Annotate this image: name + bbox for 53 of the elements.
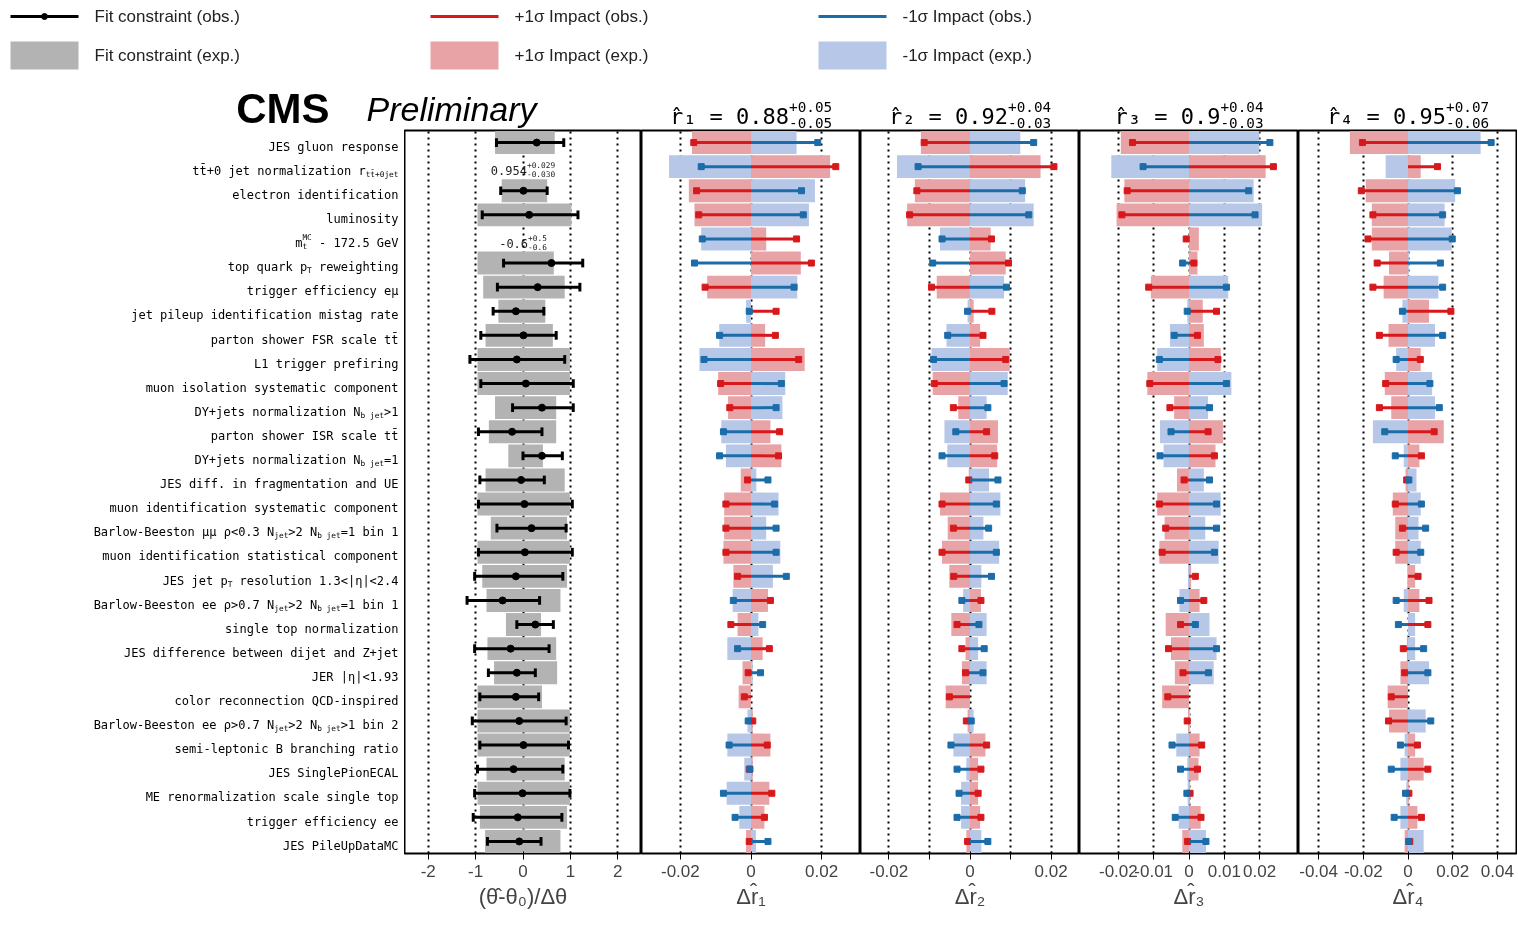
legend-label: +1σ Impact (exp.)	[514, 46, 649, 65]
x-axis-title: Δr̂₁	[736, 883, 766, 909]
legend-label: Fit constraint (exp.)	[94, 46, 240, 65]
y-tick-label: JES gluon response	[268, 139, 399, 154]
y-tick-label: muon identification systematic component	[109, 501, 399, 516]
x-tick-label: 0.02	[805, 861, 839, 881]
y-tick-label: luminosity	[326, 212, 399, 227]
y-tick-label: parton shower FSR scale tt̄	[210, 332, 399, 347]
y-tick-label: L1 trigger prefiring	[254, 356, 399, 371]
x-tick-label: 0	[965, 861, 975, 881]
chart-title: CMS	[236, 85, 330, 132]
x-tick-label: 0	[746, 861, 756, 881]
x-tick-label: -0.02	[660, 861, 700, 881]
x-tick-label: 0	[518, 861, 528, 881]
x-tick-label: -0.02	[869, 861, 909, 881]
y-tick-label: JES difference between dijet and Z+jet	[123, 645, 399, 660]
x-tick-label: -2	[420, 861, 436, 881]
y-tick-label: parton shower ISR scale tt̄	[210, 428, 399, 443]
x-tick-label: 0.04	[1480, 861, 1514, 881]
legend-label: -1σ Impact (exp.)	[902, 46, 1033, 65]
x-axis-title: Δr̂₃	[1173, 883, 1205, 909]
legend-label: +1σ Impact (obs.)	[514, 7, 649, 26]
y-tick-label: jet pileup identification mistag rate	[131, 308, 399, 323]
x-tick-label: 0.02	[1034, 861, 1068, 881]
x-tick-label: 0.01	[1207, 861, 1241, 881]
x-tick-label: 2	[613, 861, 623, 881]
legend-label: Fit constraint (obs.)	[94, 7, 240, 26]
x-tick-label: 0	[1184, 861, 1194, 881]
x-axis-title: (θ̂-θ₀)/Δθ	[478, 883, 568, 909]
y-tick-label: JES PileUpDataMC	[282, 838, 399, 853]
x-axis-title: Δr̂₂	[954, 883, 986, 909]
x-tick-label: 1	[565, 861, 576, 881]
legend-label: -1σ Impact (obs.)	[902, 7, 1033, 26]
y-tick-label: trigger efficiency ee	[246, 814, 399, 829]
y-tick-label: ME renormalization scale single top	[145, 790, 399, 805]
x-tick-label: 0.02	[1436, 861, 1470, 881]
y-tick-label: JES SinglePionECAL	[268, 766, 399, 781]
y-tick-label: JER |η|<1.93	[311, 669, 399, 684]
y-tick-label: semi-leptonic B branching ratio	[174, 742, 399, 757]
x-tick-label: 0	[1403, 861, 1413, 881]
y-tick-label: trigger efficiency eμ	[246, 284, 399, 299]
x-tick-label: 0.02	[1243, 861, 1277, 881]
chart-subtitle: Preliminary	[366, 89, 539, 128]
y-tick-label: muon identification statistical component	[102, 549, 399, 564]
y-tick-label: single top normalization	[225, 621, 399, 636]
x-tick-label: -0.02	[1343, 861, 1383, 881]
y-tick-label: electron identification	[232, 187, 399, 202]
y-tick-label: color reconnection QCD-inspired	[174, 694, 399, 709]
x-tick-label: -1	[468, 861, 484, 881]
y-tick-label: muon isolation systematic component	[145, 380, 399, 395]
y-tick-label: JES diff. in fragmentation and UE	[160, 477, 399, 492]
x-axis-title: Δr̂₄	[1392, 883, 1424, 909]
x-tick-label: -0.04	[1299, 861, 1338, 881]
